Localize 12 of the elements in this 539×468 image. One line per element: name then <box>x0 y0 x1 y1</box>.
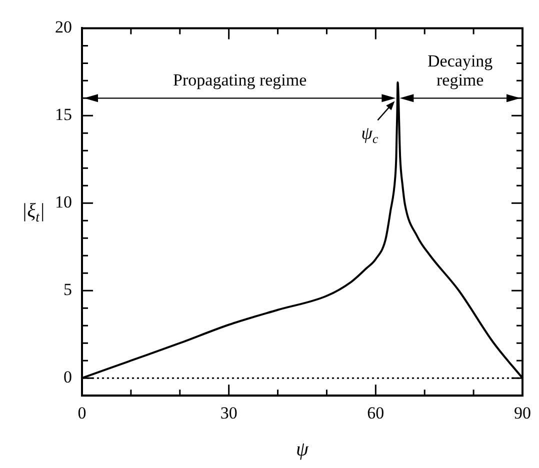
y-tick-label: 10 <box>55 192 72 212</box>
x-tick-label: 30 <box>220 403 238 422</box>
annotation: Decaying regime <box>428 52 494 90</box>
y-tick-label: 20 <box>55 18 72 37</box>
y-tick-label: 5 <box>64 280 72 300</box>
x-tick-label: 0 <box>78 403 86 422</box>
x-tick-label: 60 <box>367 403 384 422</box>
x-axis-title: ψ <box>296 438 310 460</box>
x-tick-label: 90 <box>514 403 531 422</box>
y-tick-label: 0 <box>64 368 72 387</box>
y-tick-label: 15 <box>55 105 72 124</box>
annotation: Propagating regime <box>173 70 307 90</box>
